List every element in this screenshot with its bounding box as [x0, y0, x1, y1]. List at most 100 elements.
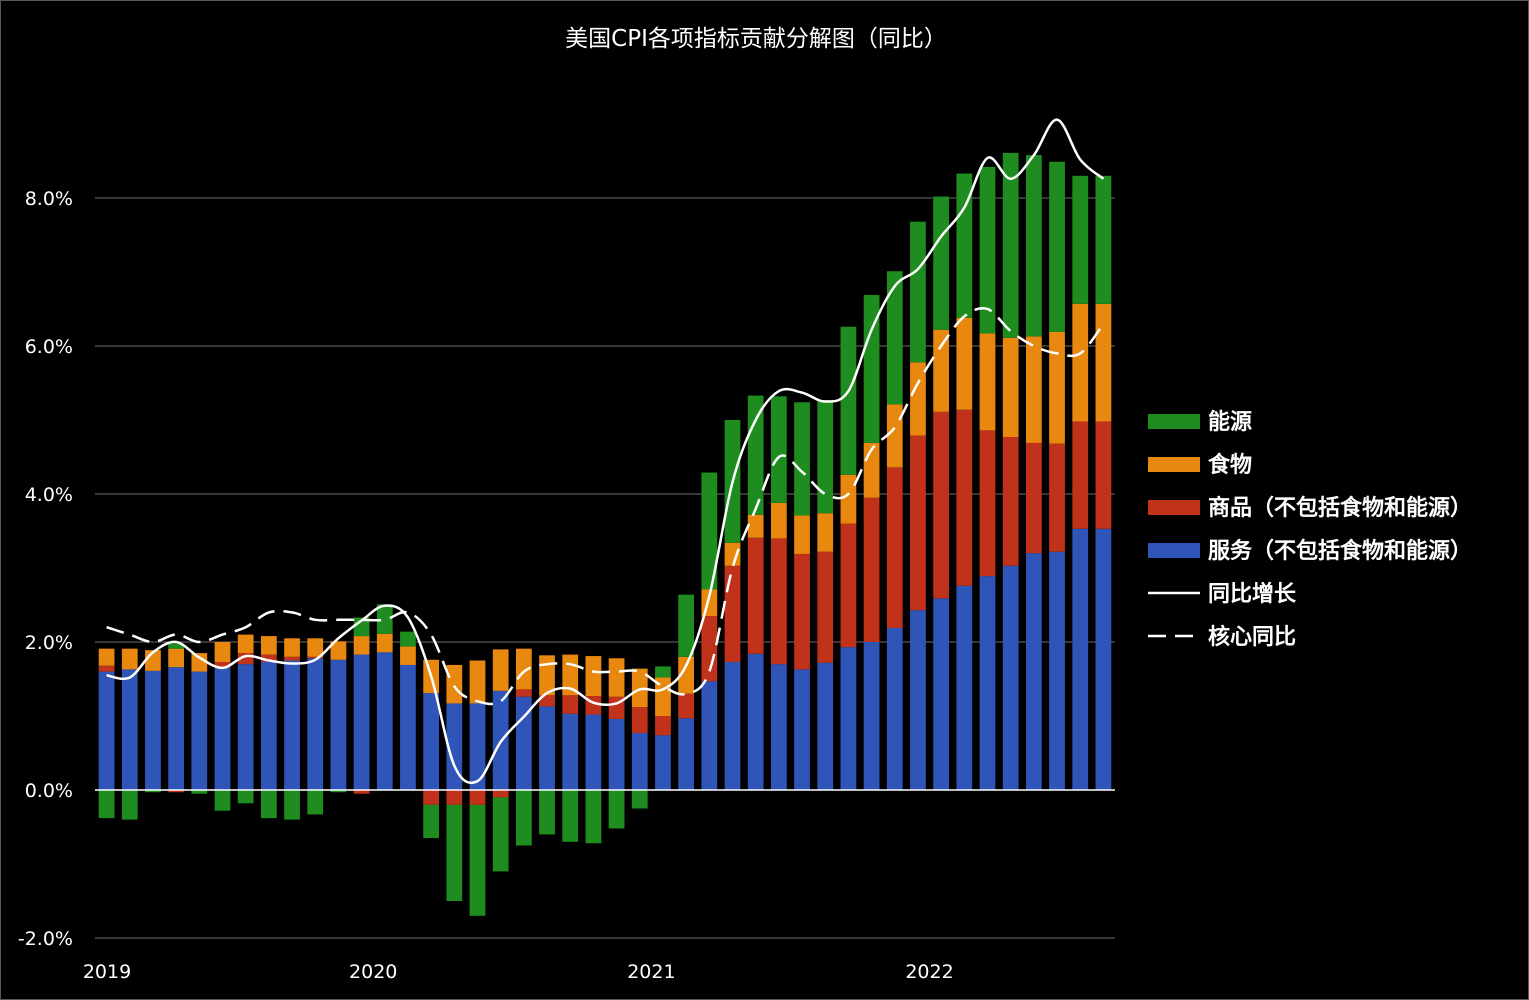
- bar-segment: [515, 790, 532, 846]
- bar-segment: [770, 664, 787, 790]
- bar-segment: [376, 604, 393, 634]
- bar-segment: [956, 585, 973, 790]
- bar-segment: [655, 666, 671, 678]
- bar-segment: [933, 329, 950, 412]
- bar-segment: [353, 790, 370, 794]
- bar-segment: [353, 654, 370, 790]
- bar-segment: [1025, 442, 1042, 554]
- legend-label: 服务（不包括食物和能源）: [1208, 538, 1472, 564]
- legend-label: 同比增长: [1208, 581, 1297, 607]
- bar-segment: [747, 537, 764, 654]
- bar-segment: [168, 643, 185, 649]
- bar-segment: [145, 670, 161, 790]
- bar-segment: [701, 616, 718, 682]
- bar-segment: [1072, 303, 1089, 422]
- bar-segment: [979, 576, 996, 790]
- bar-segment: [794, 515, 810, 554]
- bar-segment: [376, 652, 393, 790]
- bar-segment: [492, 649, 509, 691]
- bar-segment: [307, 790, 324, 815]
- bar-segment: [608, 658, 625, 697]
- legend-swatch: [1148, 500, 1200, 515]
- x-tick-label: 2020: [349, 961, 397, 983]
- bar-segment: [747, 514, 764, 538]
- legend-label: 商品（不包括食物和能源）: [1208, 495, 1472, 521]
- bar-segment: [1072, 175, 1089, 304]
- bar-segment: [260, 790, 277, 819]
- legend-swatch: [1148, 457, 1200, 472]
- bar-segment: [1072, 421, 1089, 529]
- bar-segment: [585, 714, 602, 790]
- bar-segment: [1025, 155, 1042, 337]
- y-tick-label: 4.0%: [25, 484, 73, 506]
- bar-segment: [631, 790, 648, 809]
- bar-segment: [910, 435, 926, 611]
- bar-segment: [214, 642, 231, 662]
- bar-segment: [237, 634, 254, 654]
- bar-segment: [956, 409, 973, 586]
- bar-segment: [770, 502, 787, 539]
- bar-segment: [817, 400, 834, 514]
- bar-segment: [724, 661, 741, 790]
- bar-segment: [910, 362, 926, 436]
- bar-segment: [701, 472, 718, 590]
- bar-segment: [817, 551, 834, 663]
- bar-segment: [562, 713, 579, 790]
- bar-segment: [747, 653, 764, 790]
- bar-segment: [98, 665, 115, 672]
- bar-segment: [1049, 443, 1065, 552]
- bar-segment: [539, 790, 555, 835]
- bar-segment: [237, 790, 254, 804]
- bar-segment: [770, 396, 787, 503]
- bar-segment: [400, 646, 416, 665]
- bar-segment: [260, 636, 277, 655]
- bar-segment: [979, 166, 996, 334]
- bar-segment: [446, 703, 463, 790]
- bar-segment: [678, 656, 695, 694]
- bar-segment: [886, 467, 903, 628]
- bar-segment: [284, 660, 300, 790]
- bar-segment: [724, 565, 741, 662]
- bar-segment: [655, 735, 671, 790]
- y-axis-tick-labels: -2.0% 0.0% 2.0% 4.0% 6.0% 8.0%: [18, 188, 73, 950]
- bar-segment: [168, 790, 185, 793]
- legend-swatch: [1148, 414, 1200, 429]
- bar-segment: [307, 658, 324, 790]
- bar-segment: [585, 656, 602, 697]
- x-tick-label: 2019: [83, 961, 131, 983]
- bar-segment: [1095, 303, 1112, 422]
- bar-series: [98, 152, 1112, 916]
- bar-segment: [631, 707, 648, 734]
- bar-segment: [214, 661, 231, 668]
- bar-segment: [678, 693, 695, 719]
- bar-segment: [562, 790, 579, 842]
- chart-title: 美国CPI各项指标贡献分解图（同比）: [565, 26, 947, 52]
- bar-segment: [1002, 152, 1019, 338]
- bar-segment: [307, 638, 324, 657]
- bar-segment: [330, 659, 347, 790]
- bar-segment: [168, 667, 185, 790]
- bar-segment: [840, 474, 857, 524]
- bar-segment: [260, 654, 277, 662]
- legend-swatch: [1148, 543, 1200, 558]
- bar-segment: [910, 221, 926, 363]
- bar-segment: [284, 656, 300, 661]
- bar-segment: [539, 706, 555, 790]
- bar-segment: [330, 641, 347, 660]
- bar-segment: [469, 790, 486, 805]
- bar-segment: [168, 648, 185, 668]
- bar-segment: [817, 513, 834, 552]
- headline-cpi-line: [106, 118, 1105, 785]
- bar-segment: [1049, 551, 1065, 790]
- bar-segment: [423, 693, 440, 790]
- bar-segment: [539, 695, 555, 707]
- bar-segment: [98, 671, 115, 790]
- bar-segment: [307, 656, 324, 659]
- bar-segment: [1095, 528, 1112, 790]
- y-tick-label: 2.0%: [25, 632, 73, 654]
- bar-segment: [237, 653, 254, 665]
- bar-segment: [492, 797, 509, 872]
- bar-segment: [886, 627, 903, 790]
